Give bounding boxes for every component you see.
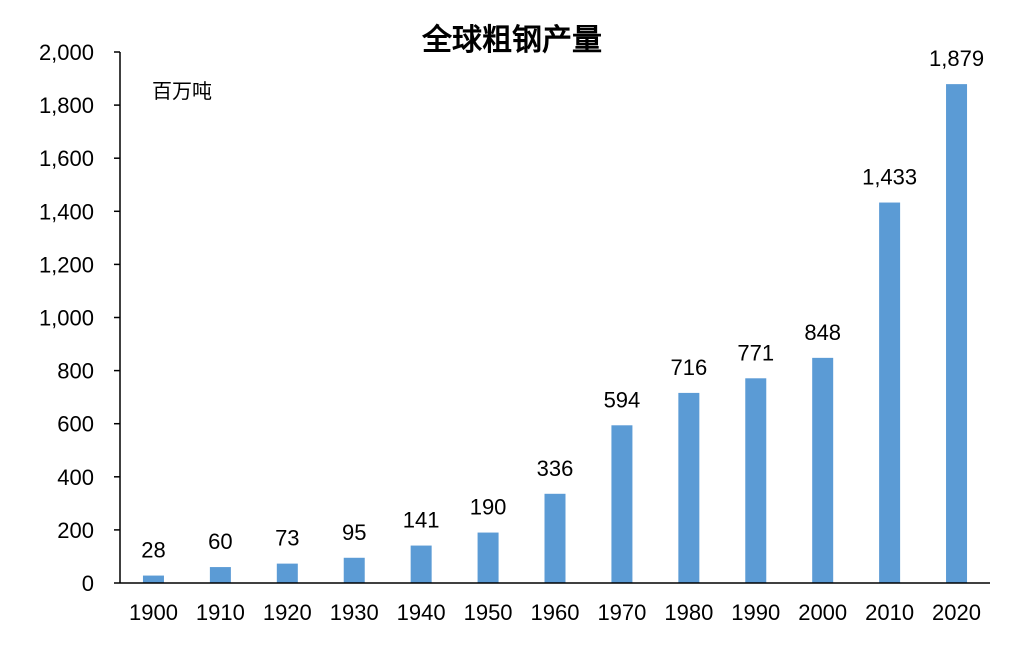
bar bbox=[879, 202, 901, 583]
bar bbox=[343, 557, 365, 583]
bar bbox=[142, 575, 164, 583]
bar-value-label: 73 bbox=[275, 526, 299, 551]
bar-value-label: 95 bbox=[342, 520, 366, 545]
y-tick-label: 1,400 bbox=[39, 199, 94, 224]
y-tick-label: 0 bbox=[82, 571, 94, 596]
x-axis-ticks: 1900 1910 1920 1930 1940 1950 1960 1970 1980 1990… bbox=[129, 600, 981, 625]
x-tick-label: 1980 bbox=[664, 600, 713, 625]
x-tick-label: 2010 bbox=[865, 600, 914, 625]
bar bbox=[410, 545, 432, 583]
y-tick-label: 400 bbox=[57, 465, 94, 490]
bar-value-label: 848 bbox=[804, 320, 841, 345]
bar bbox=[611, 425, 633, 583]
bar bbox=[276, 563, 298, 583]
bar-value-label: 190 bbox=[470, 495, 507, 520]
bar-value-label: 771 bbox=[737, 340, 774, 365]
bar bbox=[544, 493, 566, 583]
x-tick-label: 1960 bbox=[531, 600, 580, 625]
unit-label: 百万吨 bbox=[152, 79, 212, 103]
bar-value-label: 1,433 bbox=[862, 165, 917, 190]
y-tick-label: 1,000 bbox=[39, 306, 94, 331]
y-tick-label: 800 bbox=[57, 359, 94, 384]
x-tick-label: 1910 bbox=[196, 600, 245, 625]
bar bbox=[477, 532, 499, 583]
x-tick-label: 1920 bbox=[263, 600, 312, 625]
y-axis-ticks: 0 200 400 600 800 1,000 1,200 1,400 1,600 1,800 2,… bbox=[39, 40, 120, 596]
bar bbox=[745, 378, 767, 583]
bar bbox=[678, 392, 700, 583]
data-labels: 28 60 73 95 141 190 336 594 716 771 848 1,433 1,879 bbox=[141, 46, 984, 562]
y-tick-label: 1,600 bbox=[39, 146, 94, 171]
x-tick-label: 1930 bbox=[330, 600, 379, 625]
bar bbox=[946, 84, 968, 584]
bar-value-label: 141 bbox=[403, 508, 440, 533]
x-tick-label: 1990 bbox=[731, 600, 780, 625]
bar-value-label: 28 bbox=[141, 538, 165, 563]
bar bbox=[209, 567, 231, 583]
x-tick-label: 1970 bbox=[597, 600, 646, 625]
x-tick-label: 1940 bbox=[397, 600, 446, 625]
bar-value-label: 594 bbox=[604, 387, 641, 412]
x-tick-label: 1900 bbox=[129, 600, 178, 625]
x-tick-label: 2000 bbox=[798, 600, 847, 625]
bar-value-label: 336 bbox=[537, 456, 574, 481]
chart-title: 全球粗钢产量 bbox=[421, 23, 602, 58]
y-tick-label: 600 bbox=[57, 412, 94, 437]
x-tick-label: 2020 bbox=[932, 600, 981, 625]
y-tick-label: 1,800 bbox=[39, 93, 94, 118]
y-tick-label: 2,000 bbox=[39, 40, 94, 65]
x-tick-label: 1950 bbox=[464, 600, 513, 625]
bars bbox=[142, 84, 968, 584]
y-tick-label: 200 bbox=[57, 518, 94, 543]
bar-value-label: 716 bbox=[670, 355, 707, 380]
bar-value-label: 1,879 bbox=[929, 46, 984, 71]
bar-value-label: 60 bbox=[208, 529, 232, 554]
bar bbox=[812, 357, 834, 583]
y-tick-label: 1,200 bbox=[39, 252, 94, 277]
